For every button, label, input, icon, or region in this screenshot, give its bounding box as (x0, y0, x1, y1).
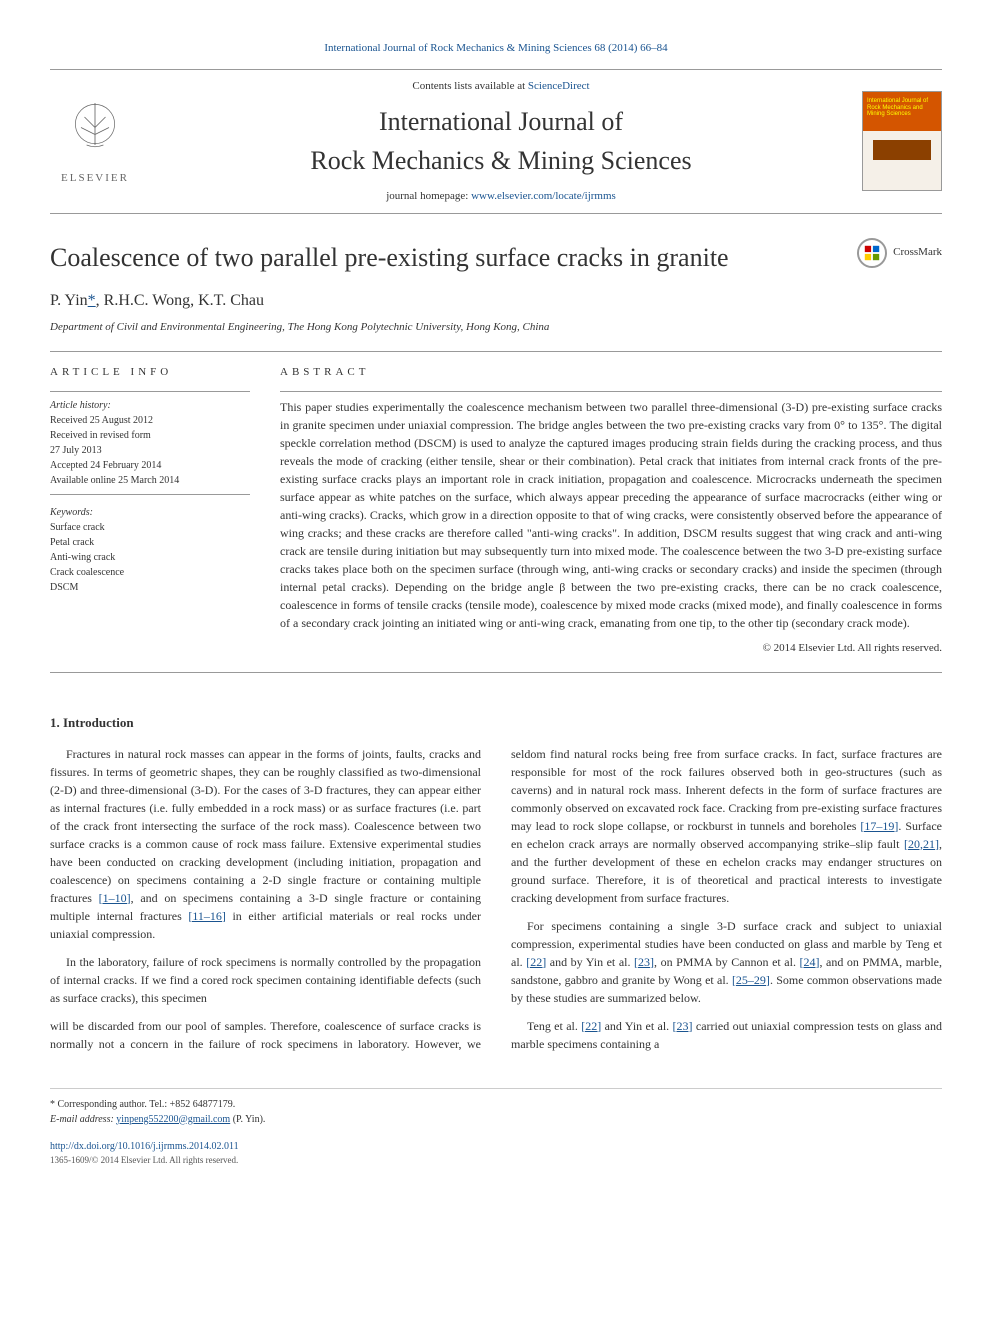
info-divider-2 (50, 494, 250, 495)
paragraph-1: Fractures in natural rock masses can app… (50, 745, 481, 943)
email-line: E-mail address: yinpeng552200@gmail.com … (50, 1112, 942, 1127)
revised-date: 27 July 2013 (50, 443, 250, 458)
p4-text-b: and by Yin et al. (546, 955, 634, 969)
revised-label: Received in revised form (50, 428, 250, 443)
section-number: 1. (50, 715, 60, 730)
accepted-date: Accepted 24 February 2014 (50, 458, 250, 473)
ref-22b[interactable]: [22] (581, 1019, 601, 1033)
ref-23[interactable]: [23] (634, 955, 654, 969)
divider-2 (50, 672, 942, 673)
abstract: ABSTRACT This paper studies experimental… (280, 364, 942, 656)
contents-prefix: Contents lists available at (412, 80, 527, 92)
doi-link[interactable]: http://dx.doi.org/10.1016/j.ijrmms.2014.… (50, 1139, 942, 1154)
article-info-heading: ARTICLE INFO (50, 364, 250, 381)
section-title: Introduction (63, 715, 134, 730)
email-link[interactable]: yinpeng552200@gmail.com (116, 1114, 230, 1125)
authors: P. Yin*, R.H.C. Wong, K.T. Chau (50, 289, 942, 313)
paragraph-5: Teng et al. [22] and Yin et al. [23] car… (511, 1017, 942, 1053)
abstract-text: This paper studies experimentally the co… (280, 398, 942, 632)
issn-copyright: 1365-1609/© 2014 Elsevier Ltd. All right… (50, 1154, 942, 1168)
keywords-label: Keywords: (50, 505, 250, 520)
divider (50, 351, 942, 352)
ref-25-29[interactable]: [25–29] (732, 973, 770, 987)
cover-graphic (873, 140, 931, 160)
journal-name-line2: Rock Mechanics & Mining Sciences (310, 146, 691, 175)
keyword-4: Crack coalescence (50, 565, 250, 580)
authors-rest: , R.H.C. Wong, K.T. Chau (96, 292, 264, 309)
body-section: 1. Introduction Fractures in natural roc… (50, 713, 942, 1058)
crossmark-badge[interactable]: CrossMark (857, 238, 942, 268)
contents-line: Contents lists available at ScienceDirec… (140, 78, 862, 95)
ref-23b[interactable]: [23] (673, 1019, 693, 1033)
email-label: E-mail address: (50, 1114, 116, 1125)
homepage-prefix: journal homepage: (386, 190, 471, 202)
keyword-3: Anti-wing crack (50, 550, 250, 565)
journal-name-line1: International Journal of (379, 107, 623, 136)
cover-text: International Journal of Rock Mechanics … (867, 98, 941, 118)
elsevier-tree-icon (60, 96, 130, 166)
abstract-copyright: © 2014 Elsevier Ltd. All rights reserved… (280, 640, 942, 657)
elsevier-brand-text: ELSEVIER (61, 170, 129, 187)
ref-11-16[interactable]: [11–16] (188, 909, 226, 923)
crossmark-icon (857, 238, 887, 268)
keyword-2: Petal crack (50, 535, 250, 550)
article-info: ARTICLE INFO Article history: Received 2… (50, 364, 250, 656)
sciencedirect-link[interactable]: ScienceDirect (528, 80, 590, 92)
p1-text-a: Fractures in natural rock masses can app… (50, 747, 481, 905)
meta-abstract-row: ARTICLE INFO Article history: Received 2… (50, 364, 942, 656)
abstract-divider (280, 391, 942, 392)
crossmark-label: CrossMark (893, 244, 942, 261)
p5-text-b: and Yin et al. (601, 1019, 672, 1033)
ref-22[interactable]: [22] (526, 955, 546, 969)
ref-1-10[interactable]: [1–10] (99, 891, 131, 905)
paragraph-2: In the laboratory, failure of rock speci… (50, 953, 481, 1007)
body-columns: Fractures in natural rock masses can app… (50, 745, 942, 1058)
article-title: Coalescence of two parallel pre-existing… (50, 238, 942, 277)
author-1: P. Yin (50, 292, 88, 309)
homepage-link[interactable]: www.elsevier.com/locate/ijrmms (471, 190, 616, 202)
section-1-heading: 1. Introduction (50, 713, 942, 733)
journal-reference: International Journal of Rock Mechanics … (50, 40, 942, 57)
abstract-heading: ABSTRACT (280, 364, 942, 381)
elsevier-logo: ELSEVIER (50, 91, 140, 191)
ref-17-19[interactable]: [17–19] (860, 819, 898, 833)
masthead: ELSEVIER Contents lists available at Sci… (50, 69, 942, 214)
journal-cover-thumbnail: International Journal of Rock Mechanics … (862, 91, 942, 191)
keyword-1: Surface crack (50, 520, 250, 535)
info-divider (50, 391, 250, 392)
corresponding-author-mark[interactable]: * (88, 292, 96, 309)
paragraph-4: For specimens containing a single 3-D su… (511, 917, 942, 1007)
p4-text-c: , on PMMA by Cannon et al. (654, 955, 799, 969)
received-date: Received 25 August 2012 (50, 413, 250, 428)
homepage-line: journal homepage: www.elsevier.com/locat… (140, 188, 862, 205)
p5-text-a: Teng et al. (527, 1019, 581, 1033)
email-who: (P. Yin). (230, 1114, 265, 1125)
corresponding-author-note: * Corresponding author. Tel.: +852 64877… (50, 1097, 942, 1112)
masthead-center: Contents lists available at ScienceDirec… (140, 78, 862, 205)
history-label: Article history: (50, 398, 250, 413)
online-date: Available online 25 March 2014 (50, 473, 250, 488)
affiliation: Department of Civil and Environmental En… (50, 319, 942, 336)
ref-24[interactable]: [24] (800, 955, 820, 969)
journal-name: International Journal of Rock Mechanics … (140, 102, 862, 180)
ref-20-21[interactable]: [20,21] (904, 837, 939, 851)
footer-notes: * Corresponding author. Tel.: +852 64877… (50, 1088, 942, 1168)
keyword-5: DSCM (50, 580, 250, 595)
